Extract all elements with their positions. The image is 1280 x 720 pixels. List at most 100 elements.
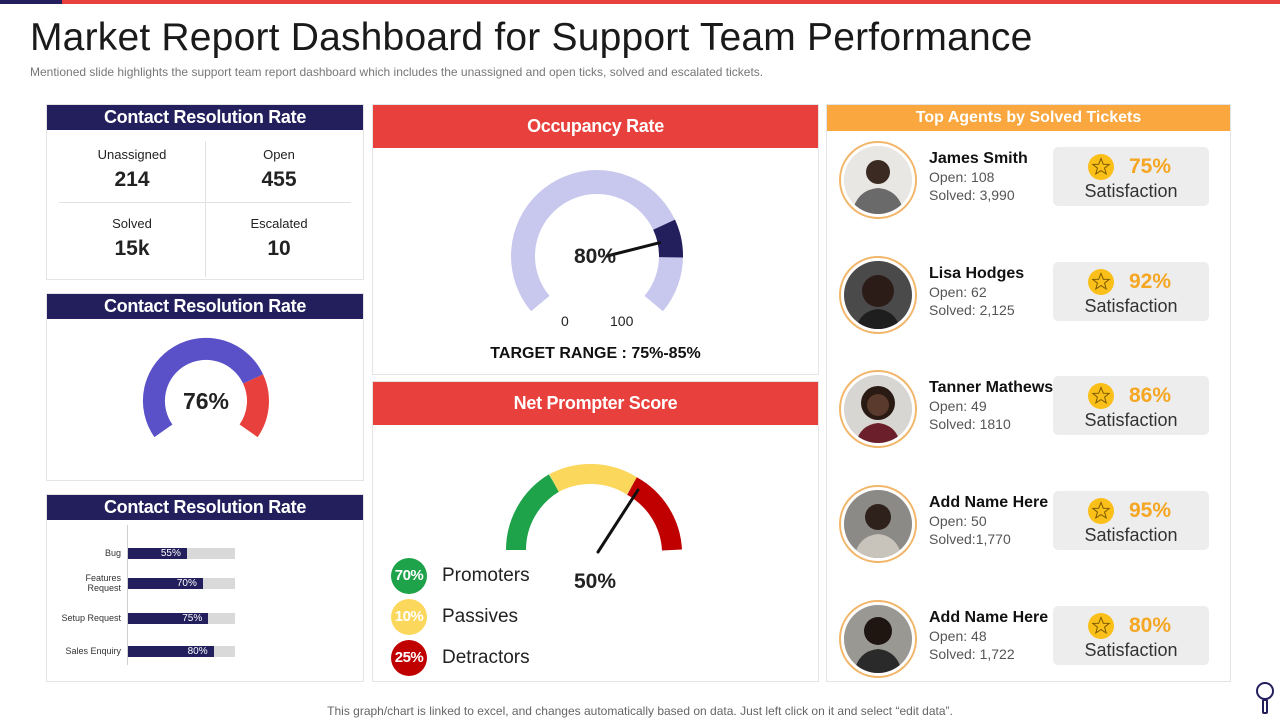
page-title: Market Report Dashboard for Support Team… — [30, 16, 1033, 59]
nps-arc-detractors — [626, 477, 682, 551]
bar-value-label: 80% — [187, 646, 208, 657]
nps-arc-promoters — [506, 474, 560, 551]
legend-label: Detractors — [442, 647, 530, 668]
satisfaction-box: 92% Satisfaction — [1053, 262, 1209, 321]
occupancy-header: Occupancy Rate — [373, 105, 818, 148]
satisfaction-value: 92% — [1129, 270, 1172, 293]
satisfaction-box: 86% Satisfaction — [1053, 376, 1209, 435]
star-icon — [1088, 613, 1114, 639]
occupancy-target-band — [653, 219, 683, 258]
nps-gauge — [506, 464, 682, 554]
stat-label: Unassigned — [97, 147, 167, 162]
satisfaction-label: Satisfaction — [1084, 410, 1178, 430]
resolution-gauge — [142, 337, 269, 438]
bar-value-label: 70% — [176, 578, 197, 589]
agent-solved: Solved: 1,722 — [929, 646, 1015, 662]
satisfaction-value: 80% — [1129, 614, 1172, 637]
stat-escalated: Escalated 10 — [206, 216, 352, 261]
agent-solved: Solved: 3,990 — [929, 187, 1015, 203]
bar-track: 55% — [128, 548, 235, 559]
top-agents-header: Top Agents by Solved Tickets — [827, 105, 1230, 131]
nps-arc-passives — [549, 464, 638, 495]
avatar-photo — [844, 261, 912, 329]
avatar — [839, 485, 917, 563]
bar-track: 70% — [128, 578, 235, 589]
resolution-gauge-header: Contact Resolution Rate — [47, 294, 363, 319]
occupancy-target-range: TARGET RANGE : 75%-85% — [490, 345, 701, 362]
agent-name: Add Name Here — [929, 494, 1049, 511]
star-icon — [1088, 498, 1114, 524]
bar-category-label: Features Request — [85, 573, 121, 593]
bar-row: Sales Enquiry 80% — [47, 643, 363, 659]
agent-open: Open: 48 — [929, 628, 987, 644]
satisfaction-box: 75% Satisfaction — [1053, 147, 1209, 206]
stat-value: 214 — [114, 168, 150, 191]
bar-fill: 55% — [128, 548, 187, 559]
satisfaction-value: 86% — [1129, 384, 1172, 407]
resolution-bars-card: Contact Resolution Rate Bug 55% Features R… — [46, 494, 364, 682]
satisfaction-box: 80% Satisfaction — [1053, 606, 1209, 665]
stat-unassigned: Unassigned 214 — [59, 147, 205, 192]
occupancy-min-label: 0 — [561, 313, 569, 329]
agent-solved: Solved: 1810 — [929, 416, 1011, 432]
gauge-arc-remaining — [239, 374, 269, 438]
top-accent-bar — [62, 0, 1280, 4]
agent-open: Open: 49 — [929, 398, 987, 414]
agent-open: Open: 62 — [929, 284, 987, 300]
agent-solved: Solved: 2,125 — [929, 302, 1015, 318]
stat-value: 455 — [261, 168, 297, 191]
resolution-gauge-card: Contact Resolution Rate 76% — [46, 293, 364, 481]
legend-dot: 25% — [391, 640, 427, 676]
occupancy-needle — [605, 241, 662, 258]
occupancy-card: Occupancy Rate 80% 0 100 TARGET RANGE : … — [372, 104, 819, 375]
agent-name: Tanner Mathews — [929, 379, 1054, 396]
stat-value: 15k — [114, 237, 150, 260]
page-subtitle: Mentioned slide highlights the support t… — [30, 65, 764, 79]
satisfaction-label: Satisfaction — [1084, 181, 1178, 201]
gauge-arc-resolved — [142, 337, 264, 438]
bar-row: Bug 55% — [47, 545, 363, 561]
agent-open: Open: 50 — [929, 513, 987, 529]
stat-label: Open — [263, 147, 295, 162]
star-icon — [1088, 269, 1114, 295]
bar-category-label: Sales Enquiry — [65, 646, 121, 656]
agent-card: Lisa Hodges Open: 62 Solved: 2,125 92% S… — [827, 256, 1230, 346]
nps-value: 50% — [573, 570, 617, 593]
avatar-photo — [844, 605, 912, 673]
agent-card: Add Name Here Open: 50 Solved:1,770 95% … — [827, 485, 1230, 575]
agent-card: Tanner Mathews Open: 49 Solved: 1810 86%… — [827, 370, 1230, 460]
stat-value: 10 — [267, 237, 291, 260]
bar-track: 75% — [128, 613, 235, 624]
agent-open: Open: 108 — [929, 169, 995, 185]
stat-solved: Solved 15k — [59, 216, 205, 261]
resolution-stats-header: Contact Resolution Rate — [47, 105, 363, 130]
bar-fill: 70% — [128, 578, 203, 589]
satisfaction-label: Satisfaction — [1084, 640, 1178, 660]
bar-value-label: 55% — [160, 548, 181, 559]
occupancy-gauge — [511, 170, 683, 312]
satisfaction-value: 75% — [1129, 155, 1172, 178]
nps-card: Net Prompter Score 50% 70% Promoters 10%… — [372, 381, 819, 682]
resolution-gauge-value: 76% — [182, 388, 230, 414]
resolution-stats-card: Contact Resolution Rate Unassigned 214 O… — [46, 104, 364, 280]
avatar — [839, 370, 917, 448]
search-icon[interactable] — [1254, 682, 1276, 716]
agent-name: Lisa Hodges — [929, 265, 1025, 282]
agent-card: Add Name Here Open: 48 Solved: 1,722 80%… — [827, 600, 1230, 690]
bar-value-label: 75% — [182, 613, 203, 624]
occupancy-max-label: 100 — [610, 313, 634, 329]
star-icon — [1088, 383, 1114, 409]
occupancy-value: 80% — [573, 245, 617, 268]
satisfaction-label: Satisfaction — [1084, 525, 1178, 545]
nps-header: Net Prompter Score — [373, 382, 818, 425]
occupancy-arc — [511, 170, 683, 312]
avatar — [839, 256, 917, 334]
avatar — [839, 141, 917, 219]
bar-row: Setup Request 75% — [47, 610, 363, 626]
agent-solved: Solved:1,770 — [929, 531, 1011, 547]
nps-needle — [596, 488, 640, 554]
bar-category-label: Setup Request — [61, 613, 121, 623]
avatar-photo — [844, 490, 912, 558]
avatar-photo — [844, 146, 912, 214]
avatar-photo — [844, 375, 912, 443]
